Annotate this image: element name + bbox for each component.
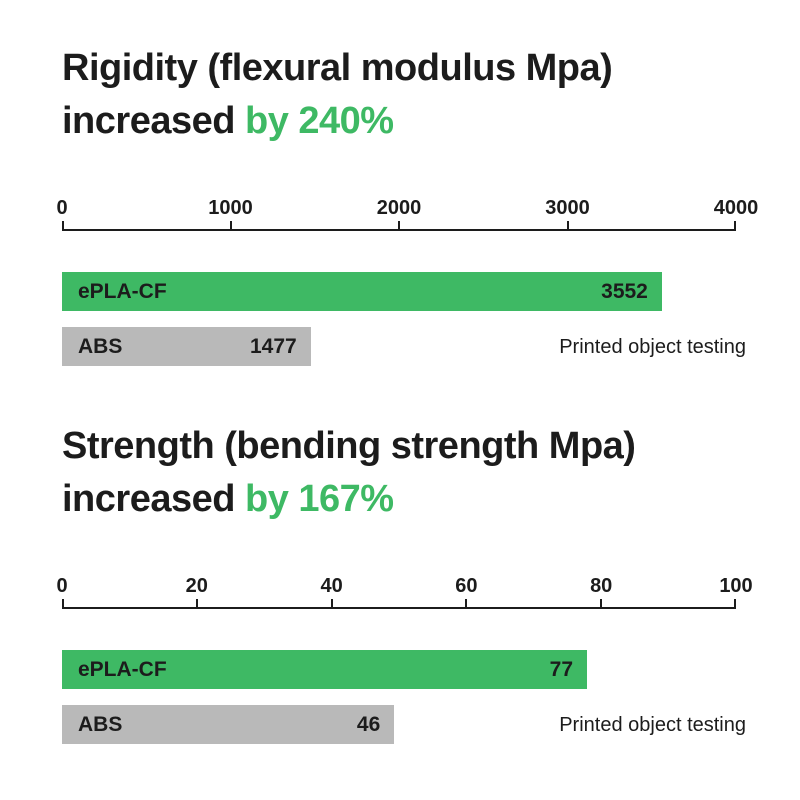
section-title: Strength (bending strength Mpa) increased… [62, 420, 636, 526]
axis-tick [734, 599, 736, 609]
title-line2-prefix: increased [62, 478, 245, 520]
axis-tick-label: 1000 [208, 197, 253, 219]
bar-abs: ABS 46 [62, 705, 395, 744]
x-axis: 0 20 40 60 80 100 [56, 575, 753, 615]
bar-epla-cf: ePLA-CF 77 [62, 650, 588, 689]
axis-tick [600, 599, 603, 609]
axis-tick-label: 80 [590, 575, 613, 597]
axis-tick-label: 4000 [713, 197, 759, 219]
axis-tick [398, 221, 400, 231]
axis-tick [229, 221, 232, 231]
axis-tick-label: 0 [56, 197, 68, 219]
note-printed-object-testing: Printed object testing [559, 714, 746, 736]
section-title: Rigidity (flexural modulus Mpa) increased… [62, 42, 613, 148]
title-highlight: by 240% [245, 100, 394, 142]
bar-epla-cf: ePLA-CF 3552 [62, 272, 662, 311]
bar-value: 46 [356, 712, 381, 736]
bar-value: 1477 [249, 334, 297, 358]
axis-tick [566, 221, 569, 231]
bar-label: ABS [78, 712, 123, 736]
x-axis: 0 1000 2000 3000 4000 [56, 197, 758, 237]
chart-section-strength: Strength (bending strength Mpa) increased… [56, 420, 753, 765]
bar-label: ePLA-CF [78, 279, 167, 303]
bar-value: 77 [549, 657, 574, 681]
axis-tick-label: 100 [719, 575, 753, 597]
axis-tick [465, 599, 468, 609]
note-printed-object-testing: Printed object testing [559, 336, 746, 358]
title-line1: Strength (bending strength Mpa) [62, 425, 636, 467]
bar-label: ePLA-CF [78, 657, 167, 681]
title-line1: Rigidity (flexural modulus Mpa) [62, 47, 613, 89]
title-line2-prefix: increased [62, 100, 245, 142]
axis-tick-label: 2000 [376, 197, 422, 219]
axis-tick [62, 221, 64, 231]
bar-abs: ABS 1477 [62, 327, 311, 366]
axis-line [62, 221, 736, 231]
axis-tick-labels: 0 20 40 60 80 100 [56, 575, 752, 597]
chart-section-rigidity: Rigidity (flexural modulus Mpa) increased… [56, 42, 758, 387]
bar-value: 3552 [601, 279, 648, 303]
axis-tick [734, 221, 736, 231]
axis-tick-label: 40 [320, 575, 343, 597]
axis-tick-label: 3000 [545, 197, 590, 219]
axis-tick-labels: 0 1000 2000 3000 4000 [56, 197, 758, 219]
title-highlight: by 167% [245, 478, 394, 520]
bar-label: ABS [78, 334, 123, 358]
axis-tick [62, 599, 64, 609]
axis-tick-label: 0 [56, 575, 68, 597]
axis-tick-label: 20 [185, 575, 208, 597]
axis-line [62, 599, 736, 609]
axis-tick-label: 60 [455, 575, 478, 597]
axis-tick [330, 599, 333, 609]
axis-tick [195, 599, 198, 609]
